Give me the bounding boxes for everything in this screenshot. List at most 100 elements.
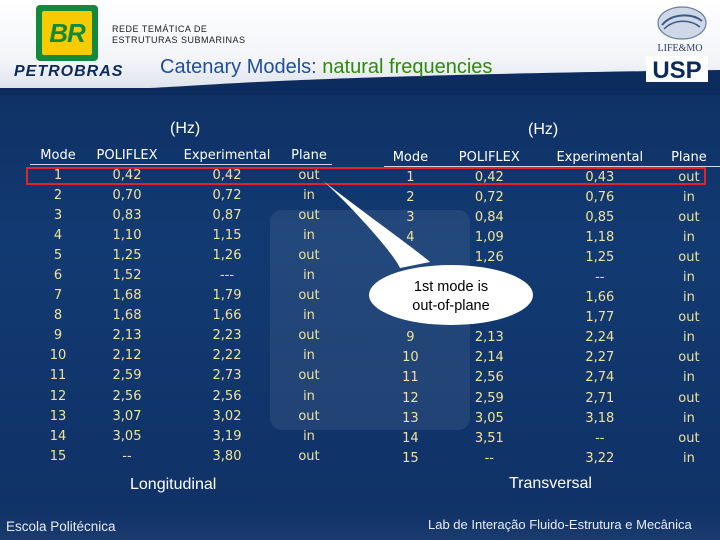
col-header-poliflex: POLIFLEX bbox=[86, 146, 168, 165]
transversal-frequency-table: Mode POLIFLEX Experimental Plane 1 0,42 0,… bbox=[384, 148, 720, 468]
cell-plane: in bbox=[682, 229, 695, 245]
cell-experimental: --- bbox=[219, 268, 235, 284]
cell-poliflex: 0,83 bbox=[112, 207, 142, 223]
footer-school: Escola Politécnica bbox=[6, 519, 116, 534]
cell-mode: 2 bbox=[53, 187, 63, 203]
cell-poliflex: 1,09 bbox=[474, 229, 504, 245]
footer-bar bbox=[0, 508, 720, 540]
usp-logo: USP bbox=[646, 56, 708, 82]
table-row: 14 3,05 3,19 in bbox=[30, 426, 332, 446]
cell-plane: out bbox=[298, 408, 320, 424]
cell-experimental: 1,66 bbox=[585, 290, 615, 306]
table-row: 1,66 in bbox=[384, 288, 720, 308]
cell-plane: in bbox=[682, 410, 695, 426]
units-label-right: (Hz) bbox=[528, 121, 559, 138]
cell-plane: in bbox=[303, 388, 315, 404]
cell-poliflex: 0,84 bbox=[474, 209, 504, 225]
cell-plane: out bbox=[678, 350, 700, 366]
cell-plane: in bbox=[682, 290, 695, 306]
header-swoosh bbox=[0, 70, 720, 95]
cell-poliflex: 0,72 bbox=[474, 189, 504, 205]
cell-poliflex: 1,10 bbox=[112, 227, 142, 243]
cell-poliflex: -- bbox=[484, 450, 494, 466]
br-logo-text: BR bbox=[42, 11, 92, 55]
cell-mode: 2 bbox=[406, 189, 415, 205]
table-row: 14 3,51 -- out bbox=[384, 428, 720, 448]
cell-experimental: 1,66 bbox=[212, 308, 242, 324]
cell-mode: 9 bbox=[53, 328, 63, 344]
table-row: 1 0,42 0,42 out bbox=[30, 165, 332, 186]
cell-plane: out bbox=[678, 430, 700, 446]
cell-experimental: -- bbox=[595, 270, 605, 286]
table-row: 13 3,07 3,02 out bbox=[30, 406, 332, 426]
cell-experimental: 2,23 bbox=[212, 328, 242, 344]
cell-poliflex: 0,70 bbox=[112, 187, 142, 203]
cell-plane: in bbox=[303, 308, 315, 324]
cell-mode: 3 bbox=[53, 207, 63, 223]
cell-mode: 15 bbox=[49, 448, 67, 464]
cell-poliflex: -- bbox=[122, 448, 132, 464]
col-header-poliflex: POLIFLEX bbox=[436, 148, 542, 167]
cell-experimental: 2,56 bbox=[212, 388, 242, 404]
table-row: 1 0,42 0,43 out bbox=[384, 167, 720, 188]
cell-mode: 10 bbox=[402, 350, 419, 366]
cell-poliflex: 2,13 bbox=[474, 330, 504, 346]
cell-experimental: 1,18 bbox=[585, 229, 615, 245]
cell-mode: 12 bbox=[49, 388, 67, 404]
petrobras-wordmark: PETROBRAS bbox=[14, 63, 124, 80]
cell-plane: in bbox=[303, 348, 315, 364]
cell-experimental: 1,77 bbox=[585, 310, 615, 326]
cell-experimental: -- bbox=[595, 430, 605, 446]
cell-mode: 15 bbox=[402, 450, 419, 466]
network-name-line2: ESTRUTURAS SUBMARINAS bbox=[112, 35, 246, 45]
cell-poliflex: 2,56 bbox=[474, 370, 504, 386]
cell-experimental: 0,76 bbox=[585, 189, 615, 205]
cell-mode bbox=[384, 247, 437, 267]
col-header-experimental: Experimental bbox=[168, 146, 286, 165]
callout-line1: 1st mode is bbox=[413, 279, 489, 295]
cell-plane: in bbox=[682, 189, 695, 205]
table-row: 15 -- 3,80 out bbox=[30, 446, 332, 466]
cell-experimental: 2,22 bbox=[212, 348, 242, 364]
cell-plane: out bbox=[298, 167, 320, 183]
cell-experimental: 0,72 bbox=[212, 187, 242, 203]
cell-experimental: 1,15 bbox=[212, 227, 242, 243]
cell-mode: 13 bbox=[49, 408, 67, 424]
cell-plane: out bbox=[678, 310, 700, 326]
table-row: 11 2,56 2,74 in bbox=[384, 368, 720, 388]
table-row: 7 1,68 1,79 out bbox=[30, 286, 332, 306]
cell-plane: in bbox=[303, 428, 315, 444]
cell-experimental: 2,71 bbox=[585, 390, 615, 406]
cell-poliflex: 3,07 bbox=[112, 408, 142, 424]
cell-experimental: 2,27 bbox=[585, 350, 615, 366]
cell-plane: out bbox=[298, 207, 320, 223]
table-row: 12 2,56 2,56 in bbox=[30, 386, 332, 406]
cell-plane: in bbox=[303, 227, 315, 243]
col-header-experimental: Experimental bbox=[541, 148, 658, 167]
cell-poliflex: 0,42 bbox=[474, 169, 504, 185]
cell-mode: 3 bbox=[406, 209, 415, 225]
cell-poliflex: 1,68 bbox=[112, 308, 142, 324]
cell-mode: 11 bbox=[402, 370, 419, 386]
cell-mode: 1 bbox=[406, 169, 415, 185]
cell-plane: in bbox=[303, 268, 315, 284]
table-header-row: Mode POLIFLEX Experimental Plane bbox=[30, 146, 332, 165]
cell-poliflex: 3,05 bbox=[112, 428, 142, 444]
table-row: 8 1,68 1,66 in bbox=[30, 306, 332, 326]
cell-plane: in bbox=[303, 187, 315, 203]
cell-experimental: 3,80 bbox=[212, 448, 242, 464]
cell-plane: out bbox=[298, 247, 320, 263]
cell-poliflex: 2,59 bbox=[112, 368, 142, 384]
cell-experimental: 3,02 bbox=[212, 408, 242, 424]
network-name-line1: REDE TEMÁTICA DE bbox=[112, 24, 208, 34]
table-row: 10 2,14 2,27 out bbox=[384, 348, 720, 368]
table-row: -- in bbox=[384, 267, 720, 287]
cell-mode: 11 bbox=[49, 368, 67, 384]
cell-experimental: 2,24 bbox=[585, 330, 615, 346]
cell-experimental: 0,42 bbox=[212, 167, 242, 183]
longitudinal-caption: Longitudinal bbox=[130, 476, 217, 493]
cell-experimental: 3,18 bbox=[585, 410, 615, 426]
br-logo: BR bbox=[36, 5, 98, 61]
table-header-row: Mode POLIFLEX Experimental Plane bbox=[384, 148, 720, 167]
cell-poliflex: 2,59 bbox=[474, 390, 504, 406]
